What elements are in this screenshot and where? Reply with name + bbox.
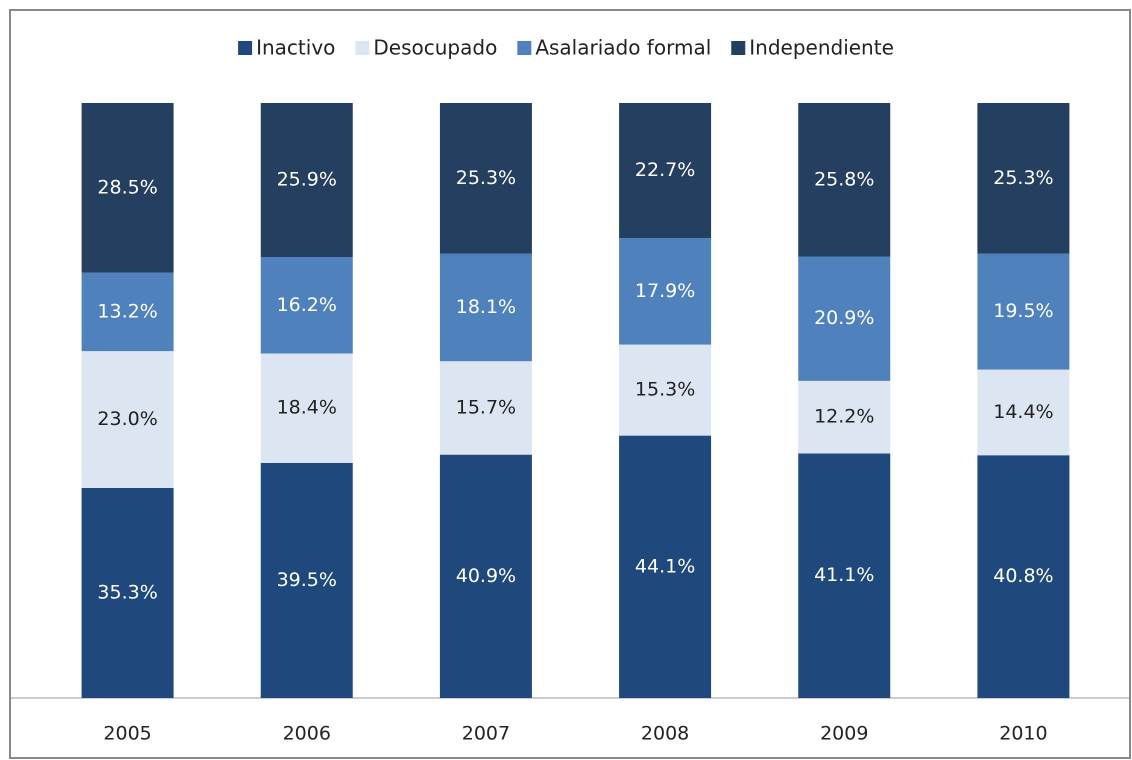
bar-segment — [81, 351, 174, 488]
value-label: 25.3% — [993, 167, 1053, 189]
legend-swatch — [517, 41, 532, 55]
value-label: 40.8% — [993, 565, 1053, 587]
bar-segment — [977, 103, 1070, 254]
value-label: 25.9% — [277, 169, 337, 191]
value-label: 14.4% — [993, 401, 1053, 423]
bar-segment — [619, 238, 712, 345]
x-tick-label: 2010 — [999, 723, 1047, 745]
bar-segment — [798, 453, 891, 698]
legend-label: Independiente — [749, 36, 894, 60]
value-label: 44.1% — [635, 555, 695, 577]
value-label: 18.4% — [277, 397, 337, 419]
x-tick-label: 2006 — [283, 723, 331, 745]
bar-segment — [619, 344, 712, 436]
x-tick-label: 2007 — [462, 723, 510, 745]
x-tick-label: 2005 — [103, 723, 151, 745]
x-tick-label: 2009 — [820, 723, 868, 745]
value-label: 13.2% — [97, 300, 157, 322]
value-label: 39.5% — [277, 569, 337, 591]
value-label: 19.5% — [993, 300, 1053, 322]
legend-label: Asalariado formal — [535, 36, 711, 60]
bar-segment — [798, 256, 891, 381]
legend-label: Inactivo — [256, 36, 335, 60]
legend-swatch — [355, 41, 370, 55]
value-label: 18.1% — [456, 296, 516, 318]
bar-segment — [619, 103, 712, 239]
bar-segment — [439, 454, 532, 698]
value-label: 15.7% — [456, 396, 516, 418]
bar-segment — [977, 369, 1070, 456]
chart-frame — [9, 9, 1131, 759]
bar-segment — [977, 455, 1070, 698]
bar-segment — [439, 103, 532, 254]
bar-segment — [260, 257, 353, 354]
legend-swatch — [731, 41, 746, 55]
value-label: 20.9% — [814, 307, 874, 329]
value-label: 22.7% — [635, 159, 695, 181]
bar-segment — [798, 103, 891, 257]
value-label: 23.0% — [97, 408, 157, 430]
bar-segment — [619, 435, 712, 698]
bar-segment — [798, 380, 891, 454]
value-label: 40.9% — [456, 565, 516, 587]
bar-segment — [81, 103, 174, 273]
value-label: 15.3% — [635, 379, 695, 401]
value-label: 35.3% — [97, 581, 157, 603]
legend-label: Desocupado — [373, 36, 497, 60]
value-label: 25.3% — [456, 167, 516, 189]
bar-segment — [260, 103, 353, 258]
value-label: 17.9% — [635, 280, 695, 302]
value-label: 28.5% — [97, 176, 157, 198]
bar-segment — [81, 272, 174, 352]
bar-segment — [439, 361, 532, 455]
bar-segment — [260, 462, 353, 698]
value-label: 25.8% — [814, 168, 874, 190]
bar-segment — [260, 353, 353, 463]
bar-segment — [81, 487, 174, 698]
value-label: 12.2% — [814, 406, 874, 428]
legend-swatch — [238, 41, 253, 55]
value-label: 16.2% — [277, 294, 337, 316]
bar-segment — [439, 253, 532, 362]
value-label: 41.1% — [814, 564, 874, 586]
bar-segment — [977, 253, 1070, 370]
x-tick-label: 2008 — [641, 723, 689, 745]
